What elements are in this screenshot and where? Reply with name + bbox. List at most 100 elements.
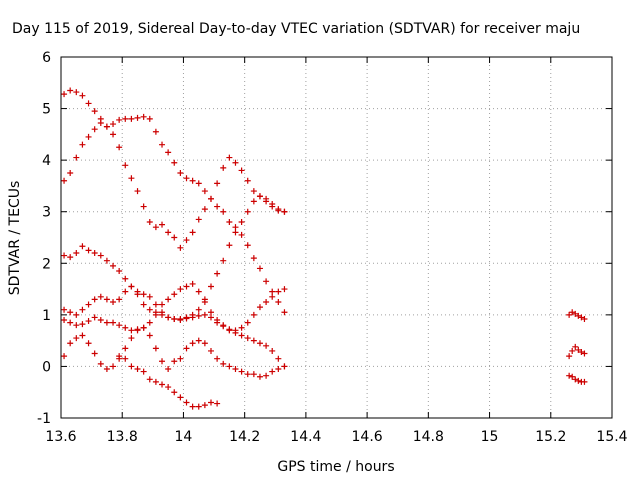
data-point (232, 366, 239, 373)
data-point (244, 371, 251, 378)
data-point (134, 327, 141, 334)
data-point (91, 314, 98, 321)
data-point (575, 312, 582, 319)
data-point (171, 389, 178, 396)
data-point (195, 180, 202, 187)
data-point (165, 384, 172, 391)
data-point (275, 288, 282, 295)
data-point (238, 167, 245, 174)
data-point (566, 372, 573, 379)
data-point (220, 360, 227, 367)
data-point (569, 347, 576, 354)
data-point (575, 377, 582, 384)
data-point (232, 229, 239, 236)
data-point (281, 363, 288, 370)
data-point (575, 346, 582, 353)
data-point (238, 332, 245, 339)
data-point (116, 296, 123, 303)
data-point (140, 324, 147, 331)
data-point (103, 123, 110, 130)
data-point (177, 286, 184, 293)
data-point (189, 229, 196, 236)
data-point (578, 314, 585, 321)
data-point (244, 242, 251, 249)
x-tick-label: 14.2 (229, 429, 260, 445)
data-point (207, 283, 214, 290)
data-point (128, 115, 135, 122)
data-point (581, 350, 588, 357)
data-point (140, 291, 147, 298)
data-point (275, 298, 282, 305)
data-point (128, 363, 135, 370)
data-point (61, 177, 68, 184)
data-point (220, 257, 227, 264)
data-point (110, 363, 117, 370)
data-point (269, 347, 276, 354)
data-point (85, 133, 92, 140)
data-point (61, 353, 68, 360)
data-point (232, 159, 239, 166)
data-point (97, 317, 104, 324)
data-point (250, 371, 257, 378)
data-point (177, 170, 184, 177)
data-point (79, 321, 86, 328)
data-point (171, 159, 178, 166)
x-tick-label: 15 (481, 429, 499, 445)
data-point (244, 208, 251, 215)
data-point (152, 378, 159, 385)
data-point (116, 116, 123, 123)
data-point (73, 249, 80, 256)
data-point (165, 314, 172, 321)
data-point (85, 340, 92, 347)
data-point (578, 348, 585, 355)
data-point (122, 115, 129, 122)
data-point (165, 296, 172, 303)
data-point (263, 342, 270, 349)
data-point (281, 208, 288, 215)
data-point (275, 366, 282, 373)
data-point (116, 353, 123, 360)
data-point (244, 319, 251, 326)
data-point (269, 293, 276, 300)
data-point (67, 309, 74, 316)
data-point (67, 87, 74, 94)
data-point (214, 180, 221, 187)
x-tick-label: 13.8 (107, 429, 138, 445)
data-point (183, 345, 190, 352)
data-point (85, 247, 92, 254)
plot-frame (60, 56, 613, 419)
data-point (146, 376, 153, 383)
data-point (581, 315, 588, 322)
data-point (159, 381, 166, 388)
data-point (256, 193, 263, 200)
data-point (122, 288, 129, 295)
data-point (195, 216, 202, 223)
data-point (207, 399, 214, 406)
data-point (220, 208, 227, 215)
data-point (128, 327, 135, 334)
data-point (195, 306, 202, 313)
axis-ticks: 13.6 13.8 14 14.2 14.4 14.6 14.8 15 15.2 15.4-101… (37, 50, 628, 445)
x-tick-label: 14.6 (352, 429, 383, 445)
data-point (226, 219, 233, 226)
data-point (67, 319, 74, 326)
data-point (140, 301, 147, 308)
data-point (183, 315, 190, 322)
data-point (116, 268, 123, 275)
data-point (214, 355, 221, 362)
data-point (146, 219, 153, 226)
data-point (195, 312, 202, 319)
data-point (201, 402, 208, 409)
data-point (171, 358, 178, 365)
y-tick-label: 3 (42, 205, 51, 221)
data-point (159, 311, 166, 318)
chart-title: Day 115 of 2019, Sidereal Day-to-day VTE… (12, 21, 580, 37)
x-tick-label: 14 (175, 429, 193, 445)
data-point (79, 332, 86, 339)
data-point (244, 177, 251, 184)
data-point (572, 310, 579, 317)
data-point (195, 403, 202, 410)
data-point (140, 113, 147, 120)
data-point (61, 252, 68, 259)
